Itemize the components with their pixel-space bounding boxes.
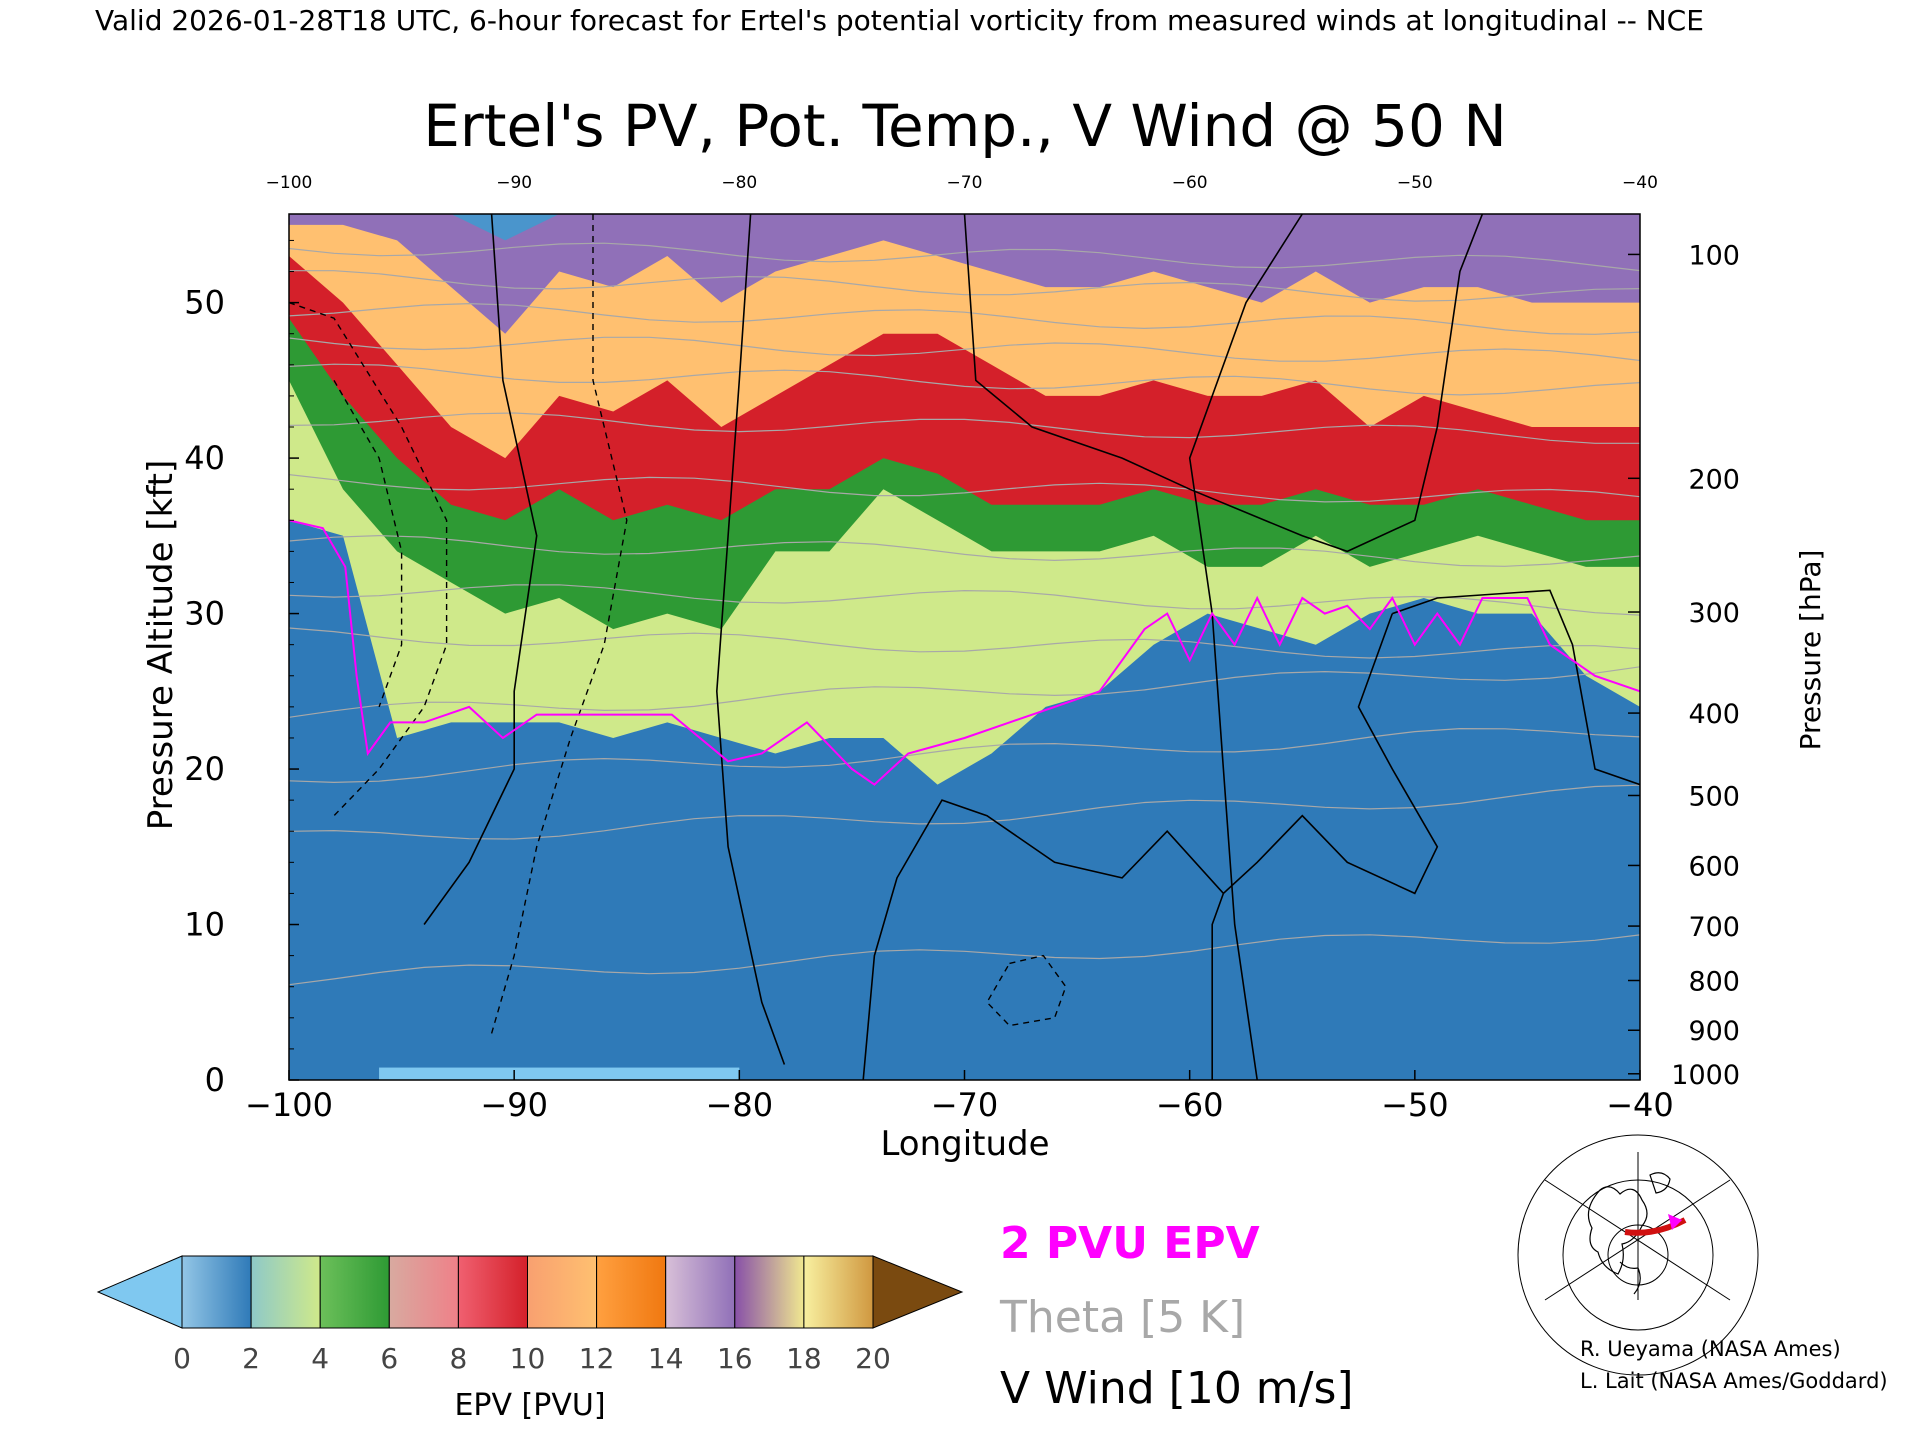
v-wind-dashed-contour-0 <box>289 301 448 817</box>
plot-area <box>289 214 1640 1080</box>
colorbar-tick-label: 16 <box>717 1342 753 1375</box>
y-tick-label: 20 <box>184 750 225 788</box>
v-wind-dashed-contour-1 <box>333 380 403 708</box>
colorbar-bin <box>319 1255 390 1329</box>
pressure-tick-label: 400 <box>1688 699 1740 730</box>
colorbar-bin <box>665 1255 736 1329</box>
y-tick-label: 30 <box>184 595 225 633</box>
x-top-tick-label: −70 <box>947 173 983 193</box>
legend-v-wind: V Wind [10 m/s] <box>1000 1363 1354 1414</box>
theta-contour-330 <box>289 534 1640 567</box>
colorbar-under-triangle <box>96 1255 183 1329</box>
x-top-tick-label: −100 <box>266 173 313 193</box>
theta-contour-310 <box>289 627 1640 659</box>
colorbar-tick-label: 0 <box>173 1342 191 1375</box>
theta-contour-390 <box>289 270 1640 302</box>
pressure-tick-label: 300 <box>1688 598 1740 629</box>
theta-contour-270 <box>289 934 1640 986</box>
x-top-tick-label: −60 <box>1172 173 1208 193</box>
legend: 2 PVU EPV Theta [5 K] V Wind [10 m/s] <box>999 1218 1354 1414</box>
y-tick-label: 50 <box>184 284 225 322</box>
v-wind-dashed-contour-2 <box>490 214 628 1034</box>
colorbar-bin <box>181 1255 252 1329</box>
pressure-tick-label: 800 <box>1688 966 1740 997</box>
x-top-tick-label: −40 <box>1622 173 1658 193</box>
y-tick-label: 10 <box>184 906 225 944</box>
colorbar: 0 2 4 6 8 10 12 14 16 18 20 <box>96 1255 964 1375</box>
pressure-tick-label: 1000 <box>1671 1060 1740 1091</box>
pv-layer-troposphere <box>289 520 1640 1080</box>
colorbar-tick-label: 20 <box>855 1342 891 1375</box>
colorbar-tick-label: 18 <box>786 1342 822 1375</box>
theta-contour-320 <box>289 584 1640 616</box>
x-axis-label: Longitude <box>880 1124 1049 1164</box>
colorbar-tick-label: 8 <box>449 1342 467 1375</box>
colorbar-tick-label: 14 <box>648 1342 684 1375</box>
colorbar-tick-label: 2 <box>242 1342 260 1375</box>
x-tick-label: −100 <box>245 1086 333 1124</box>
v-wind-contour-4 <box>1392 589 1640 786</box>
v-wind-contour-0 <box>715 214 786 1065</box>
pressure-tick-label: 500 <box>1688 781 1740 812</box>
colorbar-tick-label: 10 <box>510 1342 546 1375</box>
theta-contour-360 <box>289 363 1640 396</box>
legend-2pvu: 2 PVU EPV <box>1000 1218 1260 1269</box>
x-axis-bottom: −100 −90 −80 −70 −60 −50 −40 <box>245 1070 1674 1124</box>
colorbar-tick-label: 12 <box>579 1342 615 1375</box>
x-top-tick-label: −90 <box>496 173 532 193</box>
header-valid-line: Valid 2026-01-28T18 UTC, 6-hour forecast… <box>95 4 1704 37</box>
x-axis-top: −100 −90 −80 −70 −60 −50 −40 <box>266 173 1658 193</box>
v-wind-contour-6 <box>862 799 1224 1080</box>
pressure-tick-label: 200 <box>1688 464 1740 495</box>
y-axis-left-label: Pressure Altitude [kft] <box>141 460 181 831</box>
y-axis-right-label: Pressure [hPa] <box>1794 550 1827 751</box>
colorbar-bin <box>250 1255 321 1329</box>
theta-contour-350 <box>289 412 1640 444</box>
x-tick-label: −70 <box>931 1086 999 1124</box>
v-wind-contour-1 <box>423 214 538 925</box>
pressure-tick-label: 900 <box>1688 1016 1740 1047</box>
pv-under-range-strip <box>379 1067 740 1080</box>
chart-title: Ertel's PV, Pot. Temp., V Wind @ 50 N <box>423 92 1506 160</box>
colorbar-tick-label: 4 <box>311 1342 329 1375</box>
x-tick-label: −50 <box>1381 1086 1449 1124</box>
two-pvu-contour <box>289 519 1640 786</box>
x-tick-label: −60 <box>1156 1086 1224 1124</box>
theta-contour-370 <box>289 336 1640 362</box>
x-tick-label: −90 <box>480 1086 548 1124</box>
colorbar-tick-label: 6 <box>380 1342 398 1375</box>
credit-line-2: L. Lait (NASA Ames/Goddard) <box>1580 1369 1888 1393</box>
theta-contour-400 <box>289 242 1640 272</box>
colorbar-bin <box>457 1255 528 1329</box>
v-wind-contour-2 <box>963 214 1484 553</box>
colorbar-label: EPV [PVU] <box>454 1388 605 1423</box>
theta-contour-380 <box>289 302 1640 335</box>
y-tick-label: 0 <box>205 1061 225 1099</box>
legend-theta: Theta [5 K] <box>999 1292 1245 1343</box>
pressure-tick-label: 100 <box>1688 240 1740 271</box>
v-wind-dashed-contour-3 <box>986 954 1067 1027</box>
two-pvu-line <box>289 519 1640 786</box>
x-tick-label: −80 <box>706 1086 774 1124</box>
y-axis-right: 100 200 300 400 500 600 700 800 900 1000 <box>1628 240 1740 1091</box>
colorbar-bin <box>734 1255 805 1329</box>
colorbar-bin <box>527 1255 598 1329</box>
theta-contour-340 <box>289 474 1640 503</box>
colorbar-over-triangle <box>872 1255 964 1329</box>
y-axis-left: 0 10 20 30 40 50 <box>184 239 299 1099</box>
x-top-tick-label: −80 <box>721 173 757 193</box>
colorbar-bin <box>388 1255 459 1329</box>
pv-layers <box>289 214 1640 1080</box>
v-wind-contour-5 <box>1211 613 1439 1080</box>
globe-map-icon <box>1517 1134 1759 1376</box>
x-tick-label: −40 <box>1606 1086 1674 1124</box>
credit-line-1: R. Ueyama (NASA Ames) <box>1580 1337 1841 1361</box>
colorbar-bin <box>596 1255 667 1329</box>
y-tick-label: 40 <box>184 439 225 477</box>
pressure-tick-label: 700 <box>1688 912 1740 943</box>
x-top-tick-label: −50 <box>1397 173 1433 193</box>
colorbar-bin <box>803 1255 874 1329</box>
pressure-tick-label: 600 <box>1688 851 1740 882</box>
